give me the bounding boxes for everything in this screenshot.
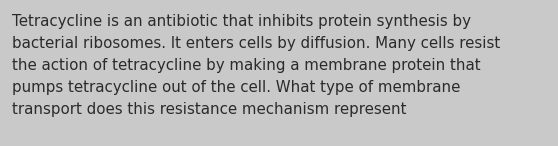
Text: bacterial ribosomes. It enters cells by diffusion. Many cells resist: bacterial ribosomes. It enters cells by … <box>12 36 501 51</box>
Text: Tetracycline is an antibiotic that inhibits protein synthesis by: Tetracycline is an antibiotic that inhib… <box>12 14 471 29</box>
Text: pumps tetracycline out of the cell. What type of membrane: pumps tetracycline out of the cell. What… <box>12 80 460 95</box>
Text: transport does this resistance mechanism represent: transport does this resistance mechanism… <box>12 102 406 117</box>
Text: the action of tetracycline by making a membrane protein that: the action of tetracycline by making a m… <box>12 58 480 73</box>
